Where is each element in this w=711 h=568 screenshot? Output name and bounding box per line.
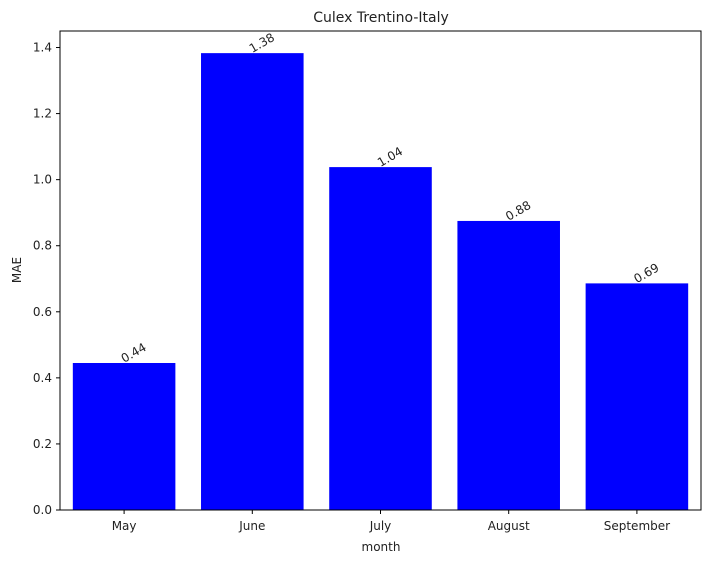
y-tick-label: 0.0 <box>33 503 52 517</box>
y-axis-label: MAE <box>10 257 24 283</box>
bar-june <box>201 53 304 510</box>
data-label-september: 0.69 <box>631 260 661 285</box>
x-tick-label: May <box>112 519 137 533</box>
bars-layer <box>72 53 689 511</box>
y-tick-label: 1.2 <box>33 107 52 121</box>
data-label-may: 0.44 <box>119 340 149 365</box>
x-tick-label: September <box>604 519 670 533</box>
data-label-july: 1.04 <box>375 144 405 169</box>
x-axis: May June July August September <box>112 510 670 533</box>
bar-september <box>585 283 689 510</box>
x-tick-label: August <box>488 519 530 533</box>
bar-july <box>329 167 432 511</box>
x-tick-label: June <box>238 519 265 533</box>
chart-title: Culex Trentino-Italy <box>313 10 449 26</box>
bar-may <box>72 362 176 510</box>
y-tick-label: 0.4 <box>33 371 52 385</box>
x-tick-label: July <box>369 519 392 533</box>
y-axis: 0.0 0.2 0.4 0.6 0.8 1.0 1.2 1.4 <box>33 41 60 517</box>
y-tick-label: 0.2 <box>33 437 52 451</box>
data-label-august: 0.88 <box>503 198 533 223</box>
x-axis-label: month <box>362 540 401 554</box>
y-tick-label: 0.8 <box>33 239 52 253</box>
bar-august <box>457 220 560 510</box>
y-tick-label: 0.6 <box>33 305 52 319</box>
data-label-june: 1.38 <box>247 30 277 55</box>
y-tick-label: 1.0 <box>33 173 52 187</box>
y-tick-label: 1.4 <box>33 41 52 55</box>
